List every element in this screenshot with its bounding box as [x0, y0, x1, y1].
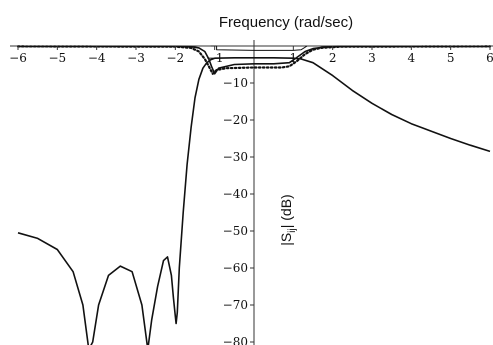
x-tick-label: 5: [447, 51, 455, 65]
y-tick-label: −80: [223, 335, 248, 345]
y-tick-label: −60: [223, 261, 248, 275]
x-tick-label: −5: [48, 51, 66, 65]
series-line-0: [17, 57, 491, 345]
x-tick-label: −2: [166, 51, 184, 65]
y-tick-label: −40: [223, 187, 248, 201]
x-tick-label: 2: [329, 51, 337, 65]
x-tick-label: 4: [408, 51, 416, 65]
series-line-2: [16, 45, 492, 75]
y-axis-title-sub: ij: [287, 228, 298, 232]
y-axis-title: |Sij| (dB): [278, 194, 298, 245]
x-axis-title: Frequency (rad/sec): [219, 14, 353, 31]
y-tick-label: −30: [223, 150, 248, 164]
y-axis-title-end: | (dB): [278, 194, 294, 228]
series-group: [16, 45, 492, 345]
x-tick-label: −3: [127, 51, 145, 65]
y-tick-label: −70: [223, 298, 248, 312]
x-tick-label: 6: [486, 51, 493, 65]
tick-group: −6 −5 −4 −3 −2 −1 1 2 3 4 5 6 −10 −20 −30 −40 −50 −60 −70 −…: [9, 46, 493, 345]
axes-group: [10, 40, 493, 345]
x-tick-label: 3: [368, 51, 376, 65]
y-tick-label: −10: [223, 76, 248, 90]
x-tick-label: −4: [88, 51, 106, 65]
y-axis-title-main: |S: [278, 233, 294, 246]
y-tick-label: −50: [223, 224, 248, 238]
x-tick-label: −6: [9, 51, 27, 65]
x-tick-label: −1: [206, 51, 224, 65]
series-line-3: [210, 45, 308, 51]
y-tick-label: −20: [223, 113, 248, 127]
x-tick-label: 1: [290, 51, 298, 65]
